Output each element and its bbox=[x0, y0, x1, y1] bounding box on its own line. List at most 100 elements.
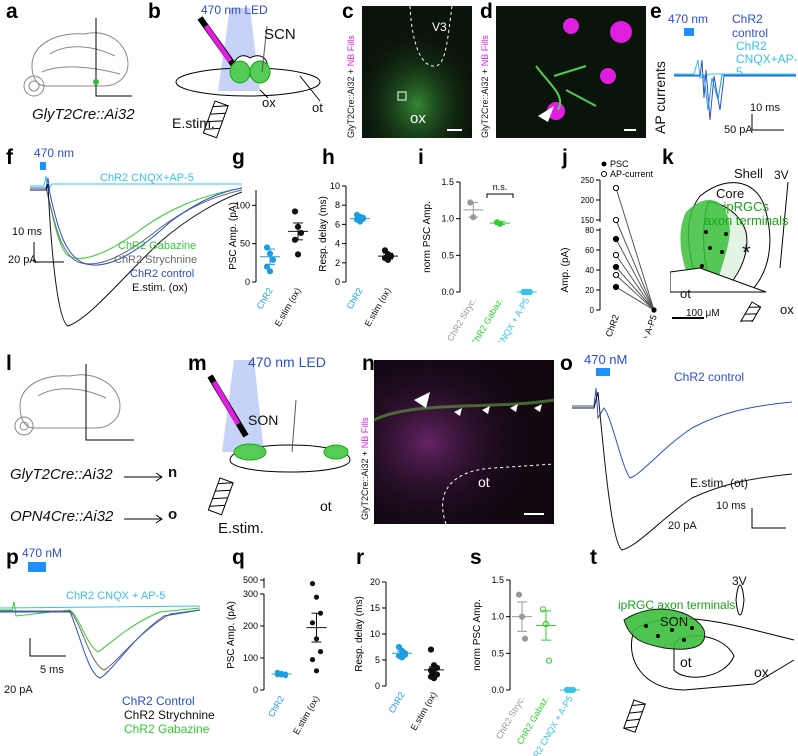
data-point bbox=[313, 594, 320, 600]
panel-b-estim-label: E.stim. bbox=[172, 115, 215, 131]
x-tick-label: ChR2 bbox=[387, 690, 407, 715]
data-point bbox=[612, 271, 620, 279]
panel-e-legend-cnqx: ChR2 CNQX+AP-5 bbox=[736, 39, 798, 79]
panel-label-f: f bbox=[6, 146, 13, 169]
panel-n-ot-label: ot bbox=[478, 474, 490, 490]
panel-l-row2-target: o bbox=[168, 506, 178, 523]
panel-label-p: p bbox=[6, 546, 19, 569]
panel-e-scale-amp: 50 pA bbox=[724, 124, 753, 136]
y-tick-label: 5 bbox=[375, 655, 380, 665]
legend-label-psc: PSC bbox=[610, 159, 629, 169]
panel-k-scale-label: 100 μM bbox=[686, 308, 720, 319]
panel-o-led-pulse bbox=[596, 368, 610, 376]
panel-a-mouse-brain bbox=[23, 18, 132, 97]
panel-b-ot-label: ot bbox=[312, 100, 323, 115]
panel-t-3v-label: 3V bbox=[732, 574, 747, 588]
panel-t-schematic bbox=[623, 584, 795, 733]
y-tick-label: 4 bbox=[335, 239, 340, 249]
data-point bbox=[651, 307, 657, 313]
y-tick-label: 100 bbox=[235, 200, 250, 210]
panel-o-scale-time: 10 ms bbox=[716, 500, 746, 512]
panel-e-ylabel: AP currents bbox=[652, 61, 668, 134]
panel-b-scn-schematic bbox=[175, 8, 321, 139]
panel-k-iprgc-label: ipRGCs axon terminals bbox=[704, 199, 789, 228]
y-tick-label: 150 bbox=[581, 216, 595, 225]
data-point bbox=[309, 620, 316, 626]
data-point bbox=[612, 216, 620, 224]
panel-label-n: n bbox=[362, 352, 375, 375]
panel-o-legend-control: ChR2 control bbox=[674, 370, 745, 384]
panel-p-legend-strychnine: ChR2 Strychnine bbox=[124, 708, 215, 722]
panel-m-ot-label: ot bbox=[320, 498, 332, 514]
panel-c-micrograph: V3 ox bbox=[362, 6, 472, 138]
panel-label-h: h bbox=[322, 146, 335, 169]
panel-label-s: s bbox=[470, 546, 482, 569]
panel-p-legend-control: ChR2 Control bbox=[122, 694, 195, 708]
panel-label-j: j bbox=[562, 146, 568, 169]
x-tick-label: ChR2 bbox=[604, 313, 621, 338]
panel-p-stim-label: 470 nM bbox=[22, 546, 63, 560]
panel-label-c: c bbox=[342, 0, 354, 23]
y-tick-label: 1.0 bbox=[441, 214, 454, 224]
panel-k-shell-label: Shell bbox=[734, 166, 763, 181]
y-axis-label: norm PSC Amp. bbox=[472, 599, 483, 671]
y-tick-label: 0.0 bbox=[491, 685, 504, 695]
panel-label-e: e bbox=[650, 0, 662, 23]
data-point bbox=[430, 675, 438, 682]
y-tick-label: 0.5 bbox=[491, 648, 504, 658]
panel-label-l: l bbox=[6, 352, 12, 375]
y-axis-label: Resp. delay (ms) bbox=[354, 596, 365, 672]
panel-label-g: g bbox=[232, 146, 245, 169]
panel-f-traces bbox=[30, 175, 242, 327]
significance-bracket bbox=[486, 193, 514, 198]
panel-k-3v-label: 3V bbox=[774, 168, 789, 182]
panel-m-son-schematic bbox=[207, 360, 351, 516]
panel-f-legend-estim: E.stim. (ox) bbox=[132, 282, 188, 294]
y-tick-label: 500 bbox=[243, 575, 258, 585]
y-tick-label: 300 bbox=[243, 589, 258, 599]
panel-f-legend-strychnine: ChR2 Strychnine bbox=[114, 254, 198, 266]
panel-label-a: a bbox=[6, 0, 18, 23]
pair-line bbox=[615, 286, 655, 311]
y-tick-label: 10 bbox=[370, 629, 380, 639]
panel-p-traces bbox=[0, 601, 200, 679]
panel-f-scale-time: 10 ms bbox=[12, 226, 42, 238]
panel-label-k: k bbox=[662, 146, 674, 169]
panel-b-led-label: 470 nm LED bbox=[201, 3, 268, 17]
data-point bbox=[545, 657, 553, 664]
y-tick-label: 0 bbox=[245, 277, 250, 287]
data-point bbox=[313, 668, 320, 674]
data-point bbox=[515, 591, 523, 598]
data-point bbox=[612, 251, 620, 259]
panel-n-micrograph: ot bbox=[374, 360, 554, 524]
pair-line bbox=[615, 266, 655, 311]
data-point bbox=[309, 581, 316, 587]
y-tick-label: 200 bbox=[581, 196, 595, 205]
panel-l-row1-target: n bbox=[168, 464, 178, 481]
y-tick-label: 200 bbox=[243, 621, 258, 631]
y-tick-label: 10 bbox=[330, 181, 340, 191]
x-tick-label: ChR2 CNQX + A-P5 bbox=[622, 313, 659, 338]
data-point bbox=[317, 649, 324, 655]
y-tick-label: 20 bbox=[370, 577, 380, 587]
y-tick-label: 250 bbox=[581, 176, 595, 185]
pair-line bbox=[615, 219, 655, 311]
panel-t-iprgc-label: ipRGC axon terminals bbox=[618, 598, 736, 612]
panel-q-chart: 0 100 200 300 500 PSC Amp. (pA) ChR2 E.stim (ox… bbox=[226, 575, 327, 736]
panel-p-scale-time: 5 ms bbox=[40, 664, 64, 676]
panel-t-son-label: SON bbox=[660, 614, 689, 629]
x-tick-label: E.stim (ox) bbox=[291, 694, 321, 736]
y-tick-label: 40 bbox=[585, 266, 594, 275]
panel-k-ot-label: ot bbox=[680, 286, 691, 301]
x-tick-label: E.stim (ox) bbox=[363, 286, 393, 328]
pair-line bbox=[615, 274, 655, 311]
panel-m-led-label: 470 nm LED bbox=[248, 354, 326, 370]
x-tick-label: ChR2 bbox=[266, 694, 286, 719]
panel-e-traces bbox=[674, 59, 796, 131]
data-point bbox=[291, 208, 299, 215]
panel-p-legend-cnqx: ChR2 CNQX + AP-5 bbox=[66, 590, 166, 602]
